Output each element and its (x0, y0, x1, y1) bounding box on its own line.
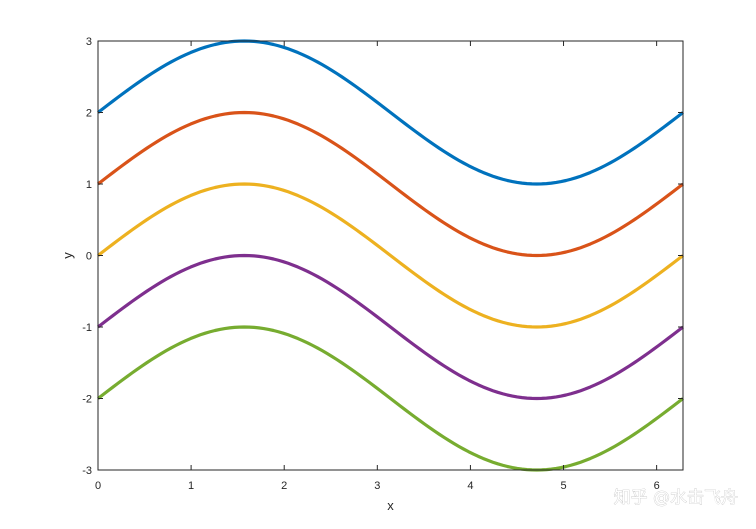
y-tick-label: 0 (86, 251, 92, 263)
x-tick-label: 1 (188, 480, 194, 492)
series-line-1 (97, 39, 684, 186)
x-axis-label: x (387, 498, 394, 513)
series-line-5 (97, 325, 684, 472)
y-tick-label: -3 (82, 465, 92, 477)
y-tick-label: -1 (82, 322, 92, 334)
x-tick-label: 4 (467, 480, 473, 492)
y-axis-label: y (60, 252, 75, 259)
y-tick-label: 1 (86, 179, 92, 191)
x-tick-label: 3 (374, 480, 380, 492)
x-tick-label: 2 (281, 480, 287, 492)
x-tick-label: 0 (95, 480, 101, 492)
series-line-2 (97, 110, 684, 258)
y-axis-ticks: -3 -2 -1 0 1 2 3 (82, 36, 683, 477)
x-tick-label: 6 (654, 480, 660, 492)
y-tick-label: 2 (86, 108, 92, 120)
series-layer (97, 39, 684, 472)
y-tick-label: 3 (86, 36, 92, 48)
x-tick-label: 5 (560, 480, 566, 492)
x-axis-ticks: 0 1 2 3 4 5 6 (95, 41, 660, 492)
watermark-text: 知乎 @水击飞舟 (614, 488, 738, 508)
series-line-3 (97, 182, 684, 329)
series-line-4 (97, 253, 684, 401)
y-tick-label: -2 (82, 394, 92, 406)
